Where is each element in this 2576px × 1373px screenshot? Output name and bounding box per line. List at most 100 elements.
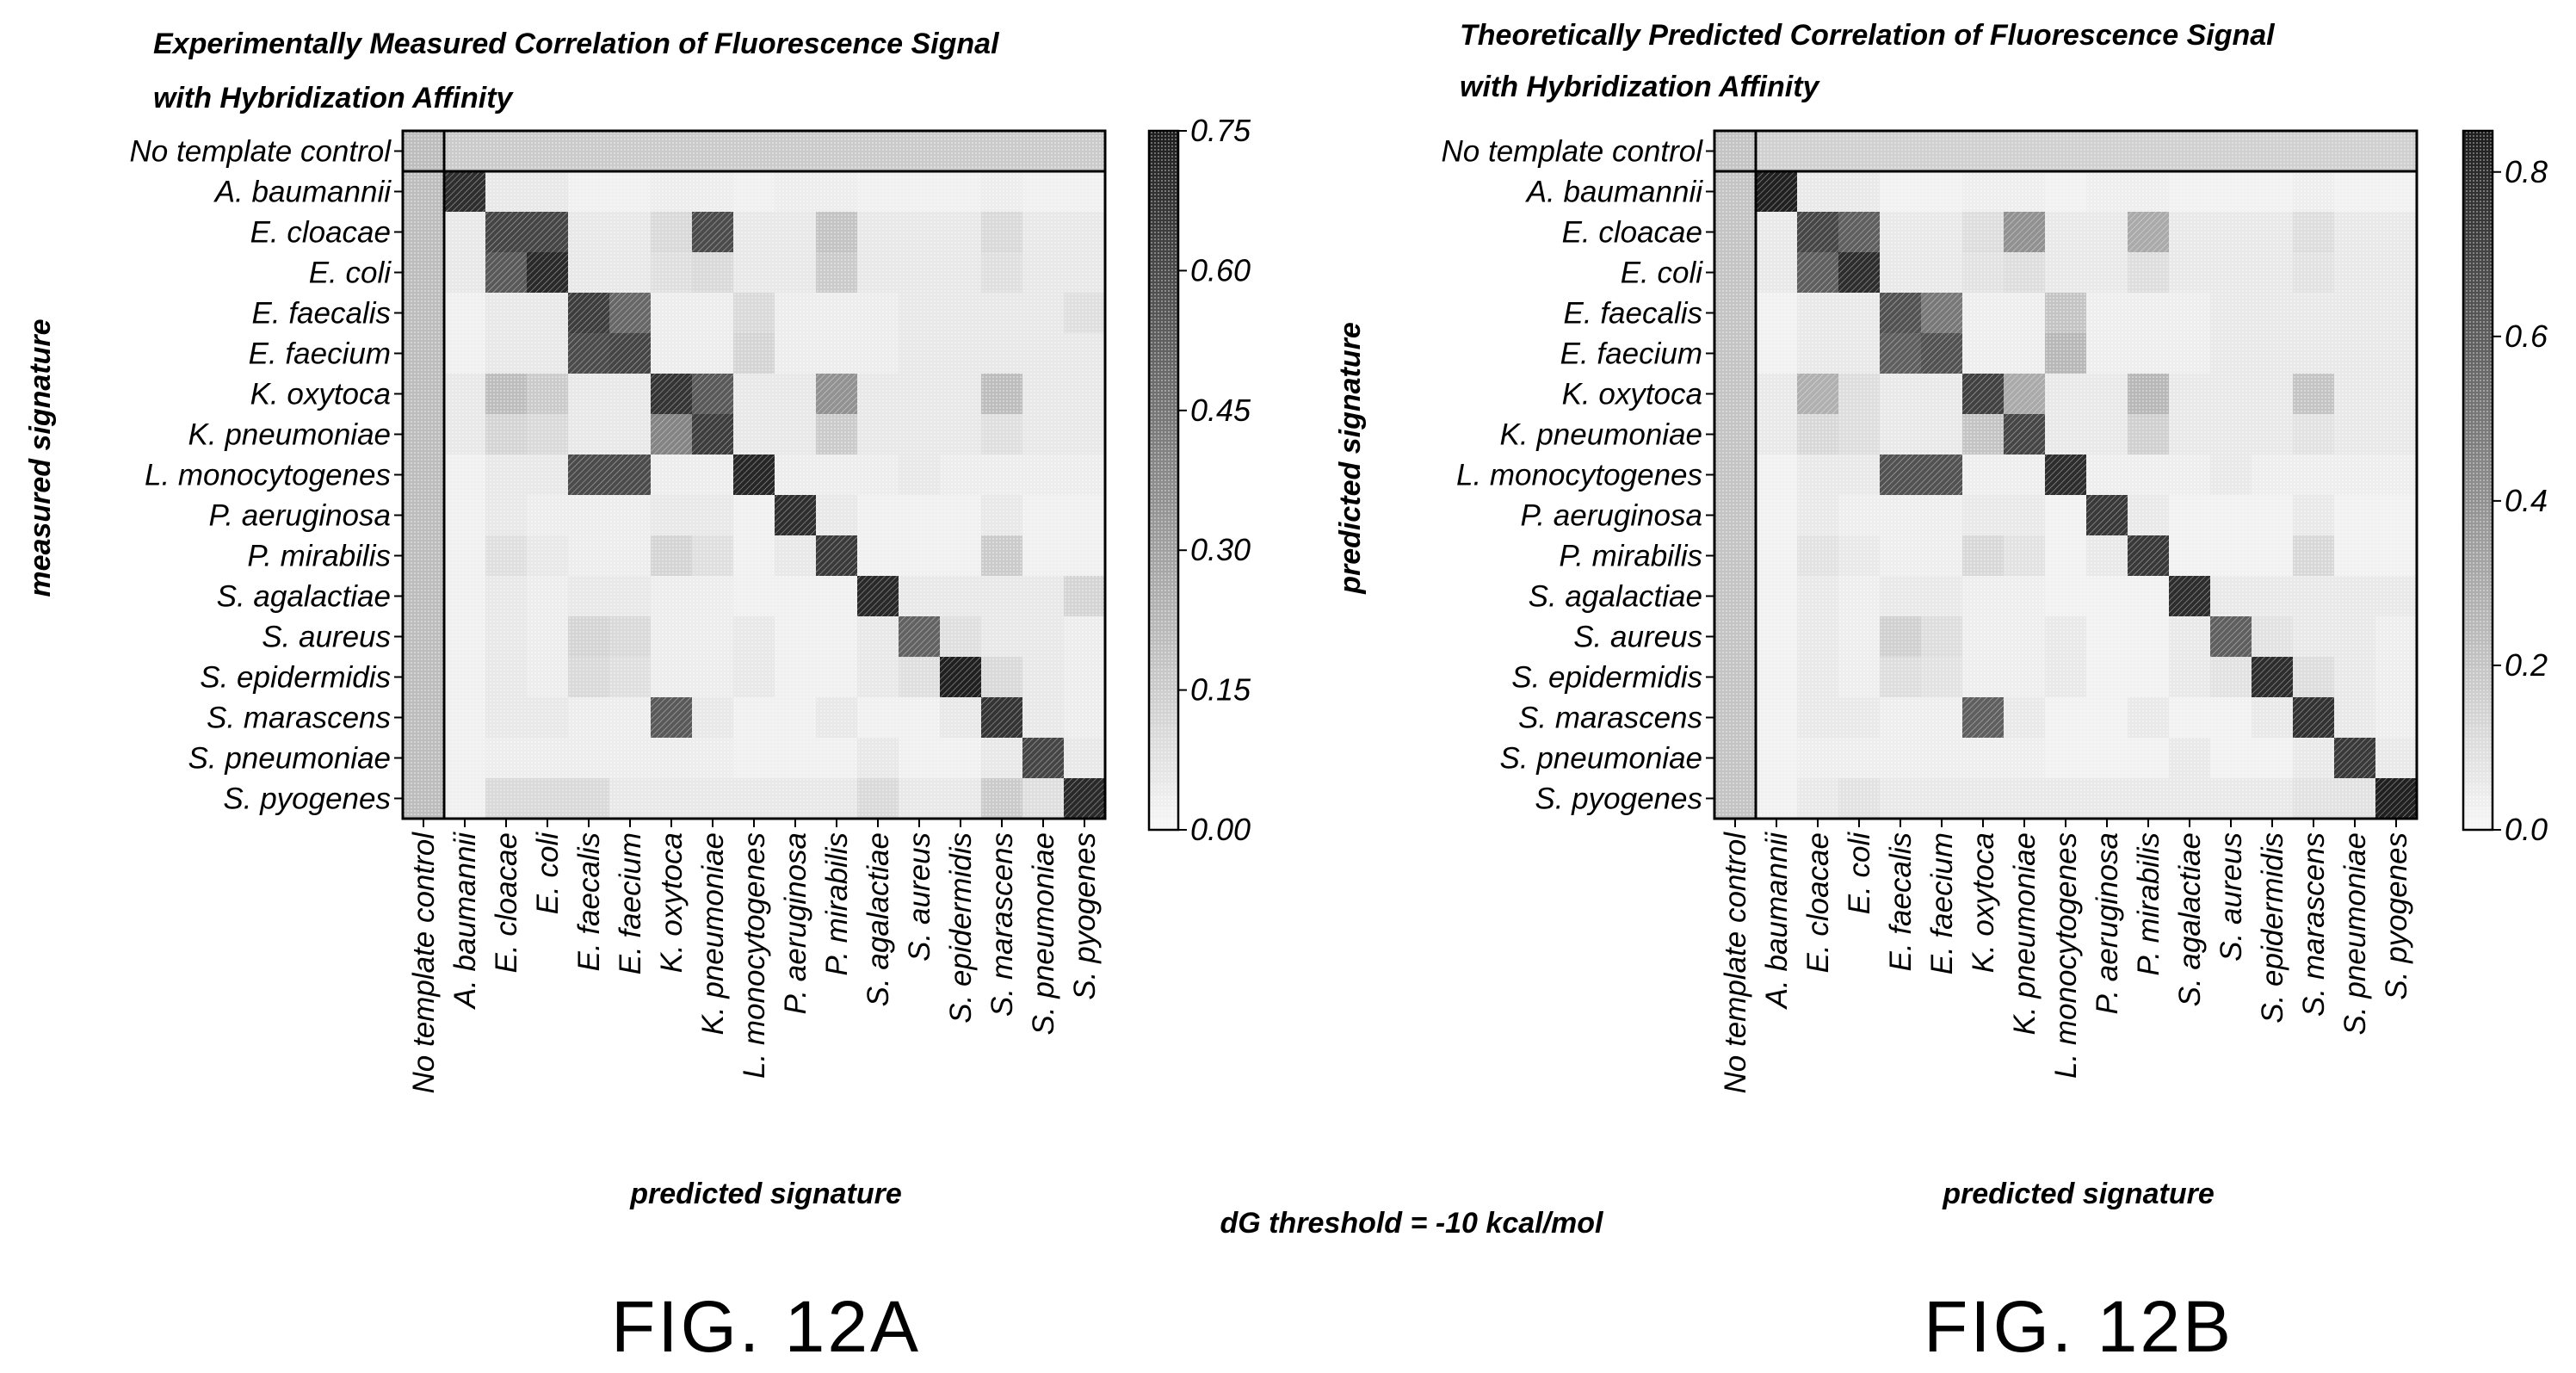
- heatmap-cell-texture: [2045, 212, 2087, 253]
- heatmap-cell-texture: [2210, 576, 2252, 617]
- heatmap-cell-texture: [2210, 131, 2252, 172]
- heatmap-cell-texture: [1714, 131, 1757, 172]
- heatmap-cell-texture: [651, 657, 693, 698]
- heatmap-cell-texture: [527, 576, 569, 617]
- heatmap-cell-texture: [1921, 131, 1963, 172]
- y-tick-label-s-aureus: S. aureus: [262, 621, 391, 654]
- heatmap-cell-texture: [1714, 414, 1757, 455]
- heatmap-cell-texture: [2045, 293, 2087, 334]
- heatmap-cell-texture: [1880, 495, 1922, 536]
- heatmap-cell-texture: [1880, 374, 1922, 415]
- chart-a-y-axis-label: measured signature: [24, 319, 57, 597]
- heatmap-cell-texture: [2293, 212, 2335, 253]
- heatmap-cell-texture: [609, 455, 652, 496]
- heatmap-cell-texture: [733, 495, 775, 536]
- heatmap-cell-texture: [2293, 576, 2335, 617]
- x-tick-label-k-oxytoca: K. oxytoca: [655, 832, 689, 973]
- colorbar-border: [1147, 129, 1180, 832]
- heatmap-cell-texture: [2004, 131, 2046, 172]
- y-tick-label-e-faecalis: E. faecalis: [1564, 297, 1702, 331]
- y-tick-label-l-monocytogenes: L. monocytogenes: [1456, 459, 1702, 492]
- heatmap-cell-texture: [2334, 252, 2376, 294]
- heatmap-cell-texture: [775, 131, 817, 172]
- y-tick-label-s-pyogenes: S. pyogenes: [1535, 782, 1702, 816]
- heatmap-cell-texture: [1022, 131, 1065, 172]
- heatmap-cell-texture: [1714, 455, 1757, 496]
- heatmap-cell-texture: [485, 293, 528, 334]
- heatmap-cell-texture: [1064, 171, 1106, 213]
- heatmap-cell-texture: [1962, 333, 2005, 374]
- heatmap-cell-texture: [1880, 657, 1922, 698]
- heatmap-cell-texture: [2210, 495, 2252, 536]
- heatmap-cell-texture: [816, 657, 858, 698]
- heatmap-cell-texture: [1962, 171, 2005, 213]
- heatmap-cell-texture: [2334, 212, 2376, 253]
- heatmap-cell-texture: [1962, 657, 2005, 698]
- heatmap-cell-texture: [527, 414, 569, 455]
- heatmap-cell-texture: [2086, 131, 2128, 172]
- heatmap-cell-texture: [2252, 535, 2294, 577]
- heatmap-cell-texture: [609, 616, 652, 658]
- x-tick-label-k-pneumoniae: K. pneumoniae: [696, 832, 730, 1035]
- heatmap-cell-texture: [1714, 171, 1757, 213]
- heatmap-cell-texture: [2375, 333, 2418, 374]
- heatmap-cell-texture: [981, 171, 1023, 213]
- heatmap-cell-texture: [568, 616, 610, 658]
- heatmap-cell-texture: [2210, 414, 2252, 455]
- heatmap-cell-texture: [2169, 131, 2211, 172]
- heatmap-cell-texture: [568, 171, 610, 213]
- heatmap-cell-texture: [1797, 535, 1839, 577]
- colorbar-tick-label: 0.0: [2505, 812, 2548, 847]
- heatmap-cell-texture: [899, 657, 941, 698]
- heatmap-cell-texture: [527, 252, 569, 294]
- heatmap-cell-texture: [1880, 616, 1922, 658]
- heatmap-cell-texture: [857, 455, 899, 496]
- heatmap-cell-texture: [609, 212, 652, 253]
- heatmap-cell-texture: [568, 778, 610, 819]
- x-tick-label-s-marascens: S. marascens: [985, 832, 1019, 1017]
- heatmap-cell-texture: [485, 333, 528, 374]
- heatmap-cell-texture: [1921, 616, 1963, 658]
- heatmap-cell-texture: [444, 333, 486, 374]
- heatmap-cell-texture: [816, 293, 858, 334]
- heatmap-cell-texture: [1714, 535, 1757, 577]
- y-tick-label-s-agalactiae: S. agalactiae: [1529, 580, 1702, 614]
- heatmap-cell-texture: [1921, 171, 1963, 213]
- heatmap-cell-texture: [1756, 576, 1798, 617]
- heatmap-cell-texture: [857, 252, 899, 294]
- heatmap-cell-texture: [1880, 455, 1922, 496]
- heatmap-cell-texture: [444, 778, 486, 819]
- y-tick-label-e-cloacae: E. cloacae: [250, 216, 391, 250]
- heatmap-cell-texture: [2169, 212, 2211, 253]
- y-tick-label-e-coli: E. coli: [309, 257, 392, 290]
- heatmap-cell-texture: [940, 171, 982, 213]
- heatmap-cell-texture: [2004, 576, 2046, 617]
- heatmap-cell-texture: [775, 616, 817, 658]
- chart-a-x-tick-labels: No template control A. baumannii E. cloaca…: [407, 819, 1102, 1093]
- heatmap-cell-texture: [940, 455, 982, 496]
- heatmap-cell-texture: [2086, 293, 2128, 334]
- heatmap-cell-texture: [1797, 333, 1839, 374]
- heatmap-cell-texture: [2375, 495, 2418, 536]
- heatmap-cell-texture: [733, 697, 775, 739]
- heatmap-cell-texture: [444, 212, 486, 253]
- heatmap-cell-texture: [1838, 778, 1881, 819]
- heatmap-cell-texture: [2004, 778, 2046, 819]
- heatmap-cell-texture: [2334, 616, 2376, 658]
- heatmap-cell-texture: [1022, 374, 1065, 415]
- heatmap-cell-texture: [485, 131, 528, 172]
- heatmap-cell-texture: [2293, 131, 2335, 172]
- heatmap-cell-texture: [733, 414, 775, 455]
- heatmap-cell-texture: [1064, 374, 1106, 415]
- y-tick-label-e-cloacae: E. cloacae: [1562, 216, 1702, 250]
- heatmap-cell-texture: [527, 333, 569, 374]
- heatmap-cell-texture: [651, 535, 693, 577]
- heatmap-cell-texture: [857, 778, 899, 819]
- heatmap-cell-texture: [775, 697, 817, 739]
- heatmap-cell-texture: [2128, 657, 2170, 698]
- heatmap-cell-texture: [568, 495, 610, 536]
- heatmap-cell-texture: [2169, 697, 2211, 739]
- heatmap-cell-texture: [816, 171, 858, 213]
- heatmap-cell-texture: [444, 657, 486, 698]
- heatmap-cell-texture: [2045, 535, 2087, 577]
